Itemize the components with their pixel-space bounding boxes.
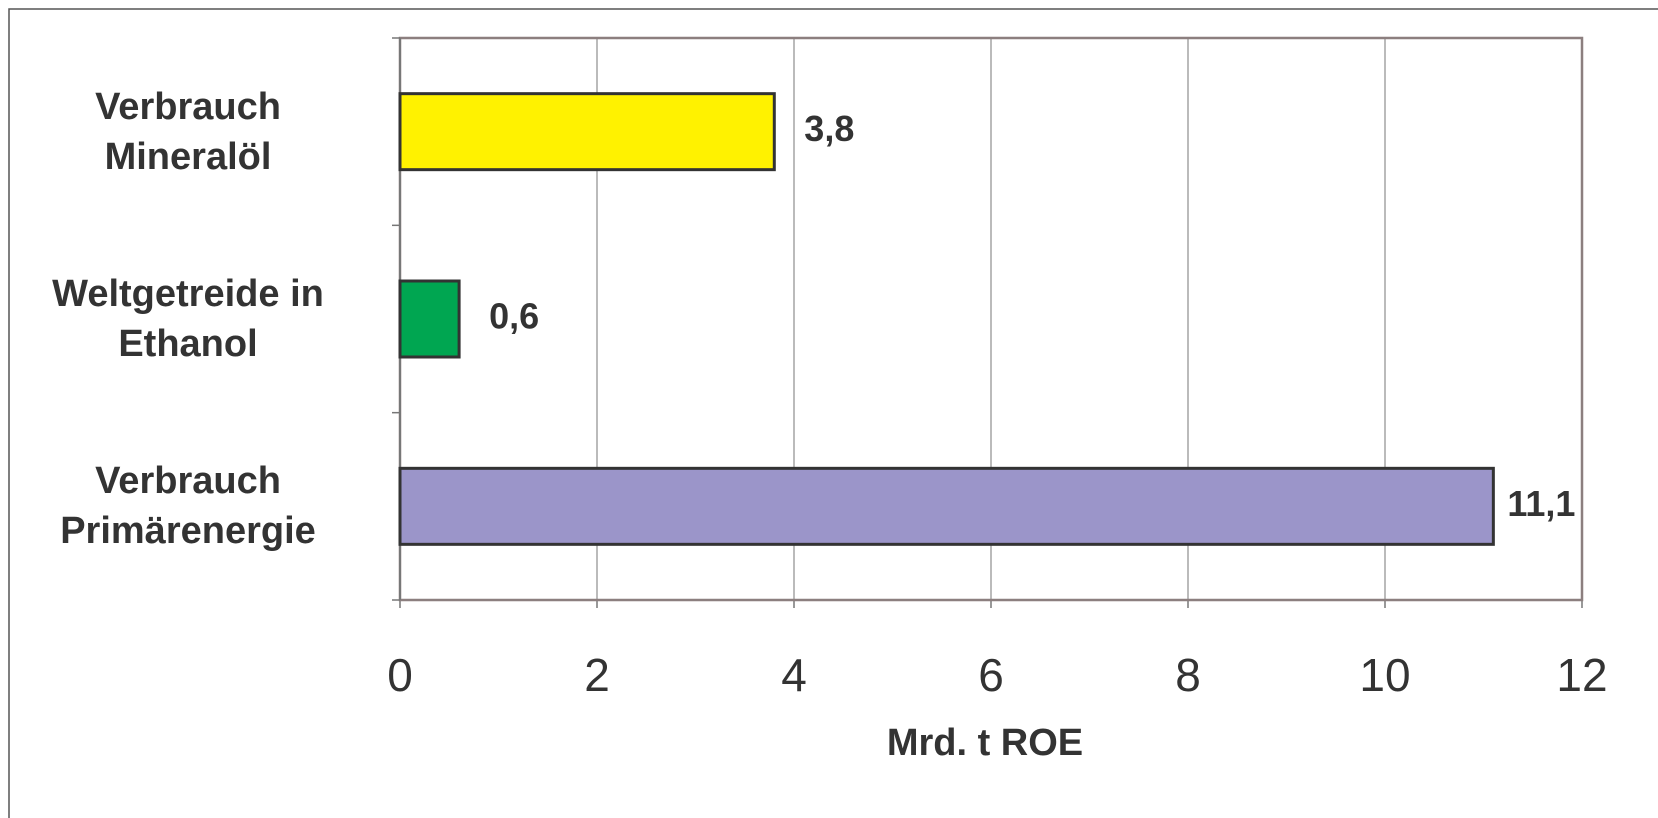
x-tick-label: 4 (781, 649, 807, 701)
x-axis-label: Mrd. t ROE (887, 722, 1083, 764)
bar (398, 466, 1495, 546)
value-label: 0,6 (489, 296, 539, 337)
x-tick-label: 8 (1175, 649, 1201, 701)
x-tick-label: 2 (584, 649, 610, 701)
x-tick-label: 0 (387, 649, 413, 701)
bar (398, 279, 461, 359)
x-tick-label: 6 (978, 649, 1004, 701)
bar (398, 92, 776, 172)
category-label: Verbrauch Mineralöl (95, 85, 281, 178)
value-label: 11,1 (1507, 483, 1575, 524)
outer-frame (8, 8, 1658, 818)
value-label: 3,8 (804, 108, 854, 149)
category-label: Verbrauch Primärenergie (60, 460, 316, 553)
x-tick-label: 10 (1359, 649, 1410, 701)
category-label: Weltgetreide in Ethanol (52, 273, 324, 365)
x-tick-label: 12 (1556, 649, 1607, 701)
